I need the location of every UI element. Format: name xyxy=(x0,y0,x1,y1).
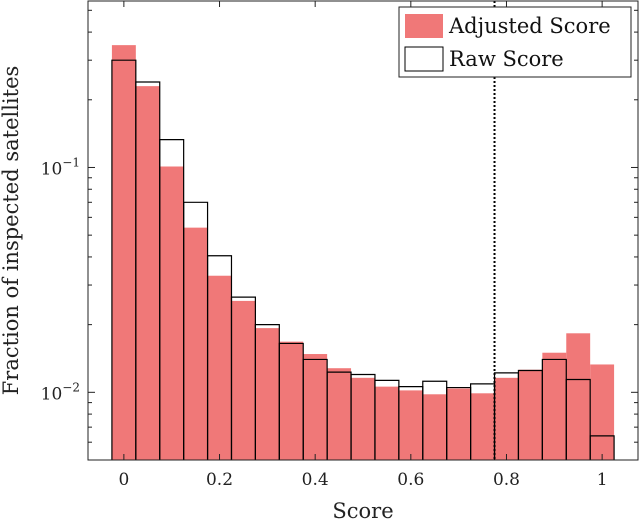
x-tick-label: 0.2 xyxy=(206,470,233,490)
x-tick-label: 0.4 xyxy=(302,470,329,490)
adjusted-bar xyxy=(231,300,256,460)
adjusted-bar xyxy=(183,227,208,460)
adjusted-bar xyxy=(494,377,519,460)
y-axis-label: Fraction of inspected satellites xyxy=(0,66,23,396)
adjusted-score-bars xyxy=(111,45,615,461)
legend: Adjusted Score Raw Score xyxy=(398,6,632,78)
y-tick-label: 10−1 xyxy=(41,155,80,179)
adjusted-bar xyxy=(135,86,160,461)
raw-bar xyxy=(589,435,615,460)
adjusted-bar xyxy=(351,377,375,460)
legend-swatch-raw xyxy=(404,46,444,72)
adjusted-bar xyxy=(374,386,399,460)
raw-bar xyxy=(565,378,591,460)
adjusted-bar xyxy=(207,275,232,460)
adjusted-bar xyxy=(327,368,352,460)
legend-label-adjusted: Adjusted Score xyxy=(448,14,611,38)
raw-score-bars xyxy=(111,59,615,460)
adjusted-bar xyxy=(111,45,136,460)
adjusted-bar xyxy=(566,333,591,460)
x-axis-label: Score xyxy=(332,499,393,522)
adjusted-bar xyxy=(303,354,328,460)
adjusted-bar xyxy=(590,364,615,460)
adjusted-bar xyxy=(446,388,471,460)
adjusted-bar xyxy=(422,394,447,460)
adjusted-bar xyxy=(518,369,543,460)
x-tick-label: 0.8 xyxy=(493,470,520,490)
x-tick-label: 0 xyxy=(118,470,129,490)
adjusted-bar xyxy=(159,166,184,460)
y-tick-label: 10−2 xyxy=(41,380,80,404)
x-tick-label: 1 xyxy=(597,470,608,490)
adjusted-bar xyxy=(470,393,495,460)
legend-swatch-adjusted xyxy=(405,14,443,38)
plot-frame xyxy=(87,0,639,461)
legend-label-raw: Raw Score xyxy=(449,47,564,71)
y-axis-ticks: 10−2 10−1 xyxy=(41,9,638,461)
adjusted-bar xyxy=(255,328,280,460)
adjusted-bar xyxy=(542,352,567,460)
adjusted-bar xyxy=(279,341,304,460)
x-axis-ticks: 0 0.2 0.4 0.6 0.8 1 xyxy=(118,1,608,490)
adjusted-bar xyxy=(398,390,423,460)
x-tick-label: 0.6 xyxy=(397,470,424,490)
